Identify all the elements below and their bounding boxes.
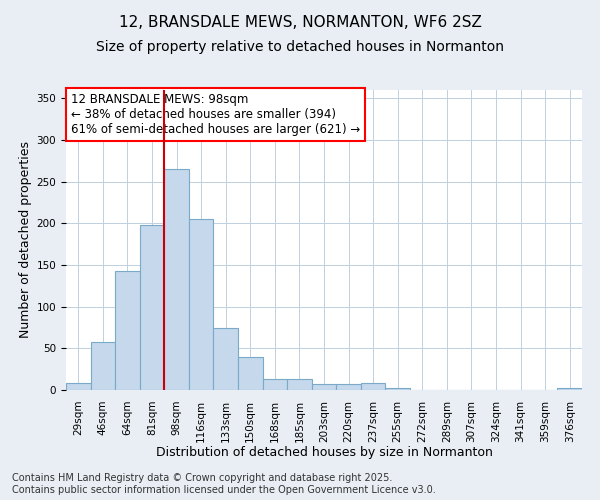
Text: 12 BRANSDALE MEWS: 98sqm
← 38% of detached houses are smaller (394)
61% of semi-: 12 BRANSDALE MEWS: 98sqm ← 38% of detach… — [71, 93, 361, 136]
Bar — [164, 169, 189, 390]
X-axis label: Distribution of detached houses by size in Normanton: Distribution of detached houses by size … — [155, 446, 493, 459]
Bar — [361, 384, 385, 390]
Bar — [312, 384, 336, 390]
Bar — [287, 379, 312, 390]
Bar — [214, 328, 238, 390]
Bar — [140, 225, 164, 390]
Bar — [263, 379, 287, 390]
Bar — [189, 219, 214, 390]
Y-axis label: Number of detached properties: Number of detached properties — [19, 142, 32, 338]
Bar — [336, 384, 361, 390]
Text: 12, BRANSDALE MEWS, NORMANTON, WF6 2SZ: 12, BRANSDALE MEWS, NORMANTON, WF6 2SZ — [119, 15, 481, 30]
Bar — [115, 271, 140, 390]
Bar — [557, 388, 582, 390]
Bar — [91, 342, 115, 390]
Bar — [238, 356, 263, 390]
Text: Size of property relative to detached houses in Normanton: Size of property relative to detached ho… — [96, 40, 504, 54]
Bar — [385, 388, 410, 390]
Text: Contains HM Land Registry data © Crown copyright and database right 2025.
Contai: Contains HM Land Registry data © Crown c… — [12, 474, 436, 495]
Bar — [66, 382, 91, 390]
